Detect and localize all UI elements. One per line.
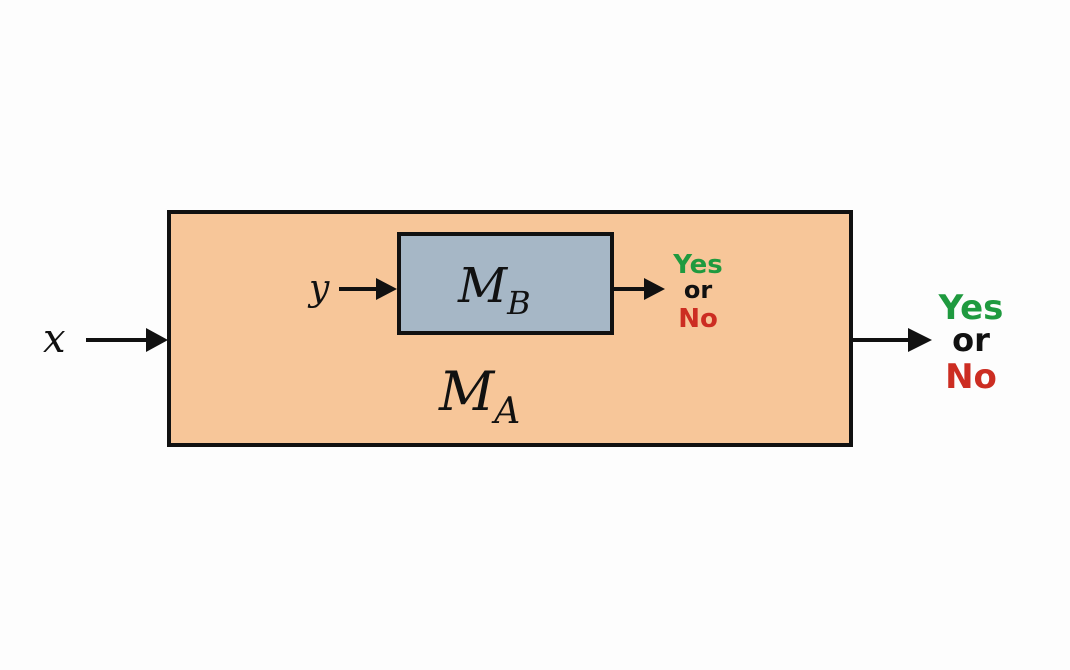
inner-output-or: or <box>684 276 712 304</box>
outer-output-no: No <box>945 357 997 397</box>
inner-input-symbol: y <box>307 268 330 309</box>
outer-input-symbol: x <box>43 316 66 362</box>
inner-output-no: No <box>678 304 718 334</box>
outer-output-or: or <box>952 321 990 359</box>
outer-output-label: Yes or No <box>938 288 1004 397</box>
outer-input-arrow <box>86 328 168 352</box>
outer-output-arrow <box>853 328 932 352</box>
